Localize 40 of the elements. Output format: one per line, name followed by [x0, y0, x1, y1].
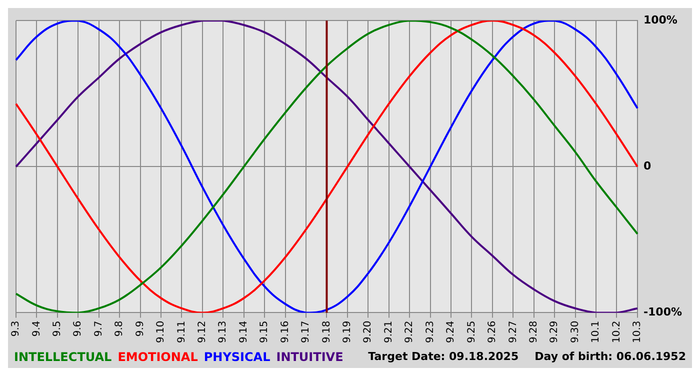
x-tick-label: 9.21 [383, 320, 394, 343]
text: PHYSICAL [204, 350, 270, 364]
x-tick-label: 9.23 [424, 320, 436, 343]
x-tick-label: 10.3 [632, 320, 644, 343]
x-tick-label: 9.17 [300, 320, 312, 343]
x-tick-label: 9.26 [487, 320, 498, 343]
y-tick-label: 0 [643, 160, 652, 173]
x-tick-label: 9.12 [197, 320, 208, 343]
x-tick-label: 9.16 [280, 320, 291, 343]
x-tick-label: 9.8 [114, 320, 126, 337]
x-tick-label: 9.27 [508, 320, 519, 343]
x-tick-label: 9.25 [466, 320, 478, 343]
x-tick-label: 9.28 [528, 320, 540, 343]
x-tick-label: 9.4 [31, 320, 42, 337]
x-tick-label: 9.18 [321, 320, 332, 343]
text: Target Date: 09.18.2025 [368, 350, 519, 364]
x-tick-label: 9.9 [134, 320, 146, 337]
x-tick-label: 9.7 [93, 320, 104, 337]
y-tick-label: 100% [643, 13, 678, 26]
x-tick-label: 9.29 [549, 320, 560, 343]
text: INTUITIVE [276, 350, 344, 364]
x-tick-label: 9.10 [156, 320, 167, 343]
x-tick-label: 9.3 [10, 320, 22, 337]
x-tick-label: 9.20 [362, 320, 374, 343]
x-tick-label: 9.19 [342, 320, 354, 343]
x-tick-label: 9.11 [176, 320, 188, 343]
x-tick-label: 9.6 [72, 320, 84, 337]
x-tick-label: 9.24 [446, 320, 457, 343]
text: INTELLECTUAL [14, 350, 112, 364]
x-tick-label: 10.2 [611, 320, 622, 343]
x-tick-label: 9.14 [238, 320, 250, 343]
y-tick-label: -100% [643, 306, 682, 319]
x-tick-label: 10.1 [590, 320, 602, 343]
x-tick-label: 9.5 [52, 320, 64, 337]
text: Day of birth: 06.06.1952 [534, 350, 686, 364]
text: EMOTIONAL [118, 350, 198, 364]
x-tick-label: 9.30 [570, 320, 581, 343]
x-tick-label: 9.13 [218, 320, 229, 343]
x-tick-label: 9.15 [259, 320, 270, 343]
x-tick-label: 9.22 [404, 320, 416, 343]
